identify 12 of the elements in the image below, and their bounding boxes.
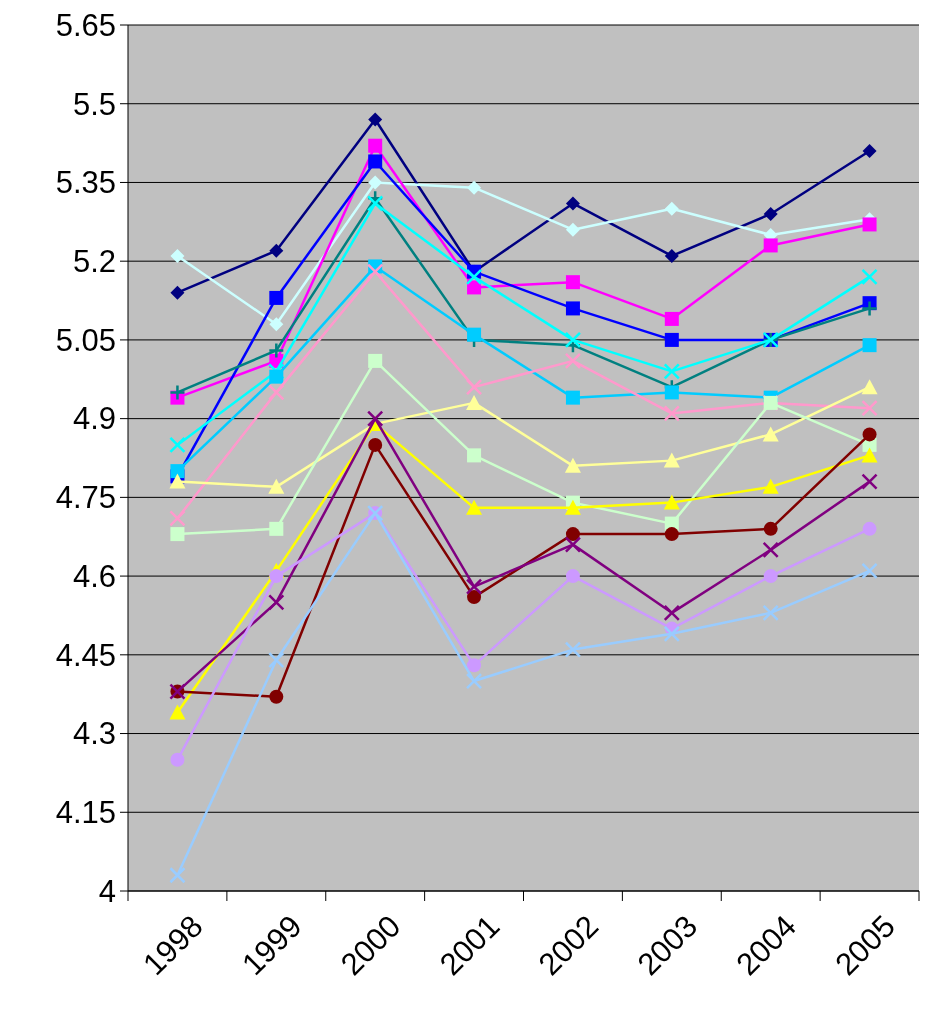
y-tick-label: 4.9 xyxy=(72,401,116,437)
y-tick-label: 4.15 xyxy=(55,795,116,831)
y-tick-label: 5.05 xyxy=(55,322,116,358)
y-tick-label: 4 xyxy=(98,873,116,909)
y-tick-label: 4.3 xyxy=(72,716,116,752)
y-tick-label: 5.5 xyxy=(72,86,116,122)
y-tick-label: 4.75 xyxy=(55,480,116,516)
y-tick-label: 4.6 xyxy=(72,558,116,594)
y-tick-label: 5.2 xyxy=(72,244,116,280)
y-tick-label: 5.35 xyxy=(55,165,116,201)
y-tick-label: 4.45 xyxy=(55,637,116,673)
y-tick-label: 5.65 xyxy=(55,7,116,43)
